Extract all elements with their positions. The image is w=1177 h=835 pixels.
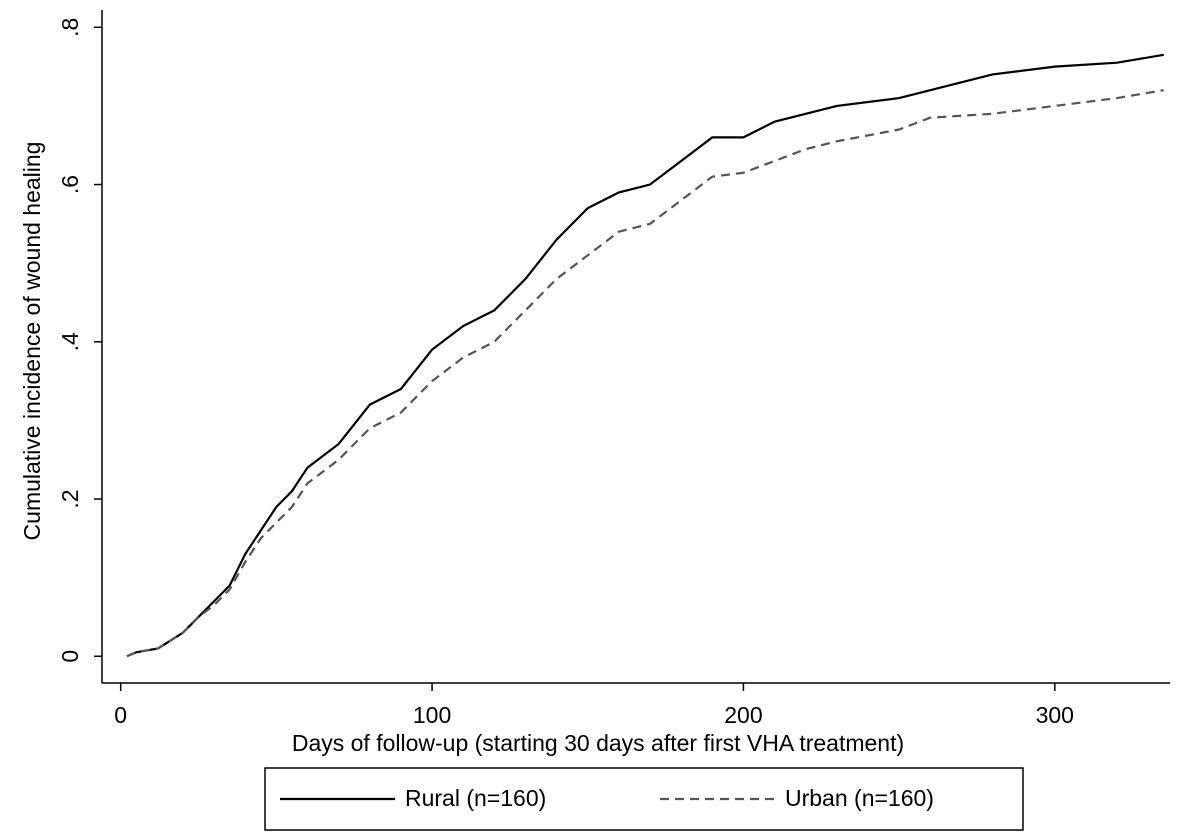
y-axis-label: Cumulative incidence of wound healing — [19, 142, 45, 541]
legend-label: Rural (n=160) — [405, 785, 546, 811]
series-line — [126, 89, 1164, 658]
y-tick-label: .8 — [57, 18, 83, 37]
series-line — [126, 53, 1164, 658]
x-tick-label: 100 — [413, 702, 451, 728]
legend-label: Urban (n=160) — [785, 785, 934, 811]
x-tick-label: 200 — [724, 702, 762, 728]
x-axis-label: Days of follow-up (starting 30 days afte… — [292, 730, 904, 756]
y-tick-label: .6 — [57, 175, 83, 194]
x-tick-label: 300 — [1036, 702, 1074, 728]
y-tick-label: .4 — [57, 332, 83, 351]
y-tick-label: 0 — [57, 650, 83, 663]
x-tick-label: 0 — [114, 702, 127, 728]
y-tick-label: .2 — [57, 489, 83, 508]
